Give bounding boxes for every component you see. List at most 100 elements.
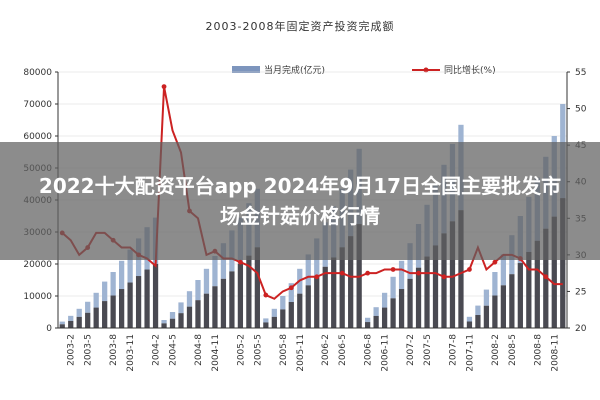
bar-top [407, 243, 413, 279]
bar [407, 278, 413, 328]
bar [161, 323, 167, 328]
x-tick-label: 2008-5 [508, 334, 518, 366]
x-tick-label: 2006-2 [321, 334, 331, 366]
bar [373, 315, 379, 328]
bar [432, 245, 439, 328]
bar [271, 316, 277, 328]
line-point [288, 285, 294, 291]
bar [560, 198, 566, 328]
bar [280, 309, 286, 328]
legend-line-marker [423, 67, 429, 73]
x-tick-label: 2004-11 [211, 334, 221, 372]
x-tick-label: 2005-8 [279, 334, 289, 366]
bar [390, 298, 396, 328]
legend-bar-swatch [232, 66, 260, 73]
bar [424, 256, 430, 328]
bar-top [390, 276, 396, 299]
bar [458, 210, 464, 328]
bar-top [110, 272, 116, 296]
bar [509, 274, 515, 328]
bar [118, 289, 125, 328]
x-tick-label: 2006-8 [364, 334, 374, 366]
line-point [314, 274, 320, 280]
x-tick-label: 2005-11 [296, 334, 306, 372]
right-tick-label: 55 [575, 68, 586, 78]
bar [254, 247, 260, 328]
x-tick-label: 2003-8 [109, 334, 119, 366]
bar [314, 276, 320, 328]
bar-top [288, 283, 294, 303]
bar [441, 233, 447, 328]
bar [415, 267, 422, 328]
legend-line-label: 同比增长(%) [444, 64, 496, 76]
line-point [339, 270, 345, 276]
bar-top [475, 305, 481, 316]
bar-top [195, 280, 201, 301]
left-tick-label: 80000 [23, 68, 52, 78]
x-tick-label: 2004-8 [194, 334, 204, 366]
x-tick-label: 2008-8 [533, 334, 543, 366]
bar [449, 221, 456, 328]
x-tick-label: 2004-2 [152, 334, 162, 366]
x-tick-label: 2007-8 [448, 334, 458, 366]
bar-top [76, 308, 82, 317]
right-tick-label: 25 [575, 287, 586, 297]
x-tick-label: 2007-2 [406, 334, 416, 366]
bar [339, 247, 345, 328]
bar [169, 318, 176, 328]
bar [212, 286, 218, 328]
chart-legend: 当月完成(亿元) 同比增长(%) [232, 64, 496, 76]
bar [331, 257, 337, 328]
bar-top [373, 307, 379, 316]
bar-top [305, 254, 311, 286]
line-point [441, 274, 447, 280]
bar [365, 322, 371, 328]
chart-title: 2003-2008年固定资产投资完成额 [206, 19, 395, 33]
bar [85, 312, 91, 328]
bar [517, 263, 523, 328]
bar [186, 306, 193, 328]
bar-top [186, 291, 193, 307]
bar [246, 255, 252, 328]
bar-top [169, 312, 176, 319]
right-tick-label: 20 [575, 324, 587, 334]
promo-overlay-banner[interactable]: 2022十大配资平台app 2024年9月17日全国主要批发市场金针菇价格行情 [0, 142, 600, 260]
legend-bar-label: 当月完成(亿元) [264, 64, 325, 76]
bar [492, 295, 498, 328]
left-tick-label: 60000 [23, 132, 52, 142]
line-point [161, 84, 167, 90]
line-point [263, 292, 269, 298]
bar-top [102, 281, 108, 302]
left-tick-label: 70000 [23, 100, 52, 110]
x-tick-label: 2005-5 [253, 334, 263, 366]
bar [229, 271, 235, 328]
x-tick-label: 2006-5 [338, 334, 348, 366]
x-tick-label: 2003-11 [126, 334, 136, 372]
line-point [237, 259, 243, 265]
bar-top [161, 320, 167, 324]
bar-top [68, 315, 74, 321]
left-tick-label: 0 [46, 324, 52, 334]
x-tick-label: 2007-5 [423, 334, 433, 366]
bar [500, 285, 507, 328]
x-tick-label: 2008-11 [550, 334, 560, 372]
bar-top [85, 301, 91, 313]
x-tick-label: 2003-2 [67, 334, 77, 366]
bar [203, 293, 210, 328]
bar [263, 322, 269, 328]
bar [348, 236, 354, 328]
bar [195, 300, 201, 328]
bar [551, 216, 557, 328]
left-tick-label: 20000 [23, 260, 52, 270]
bar [526, 251, 532, 328]
x-tick-label: 2008-2 [491, 334, 501, 366]
bar [178, 313, 184, 328]
x-tick-label: 2003-5 [84, 334, 94, 366]
bar [475, 315, 481, 328]
overlay-headline[interactable]: 2022十大配资平台app 2024年9月17日全国主要批发市场金针菇价格行情 [38, 174, 562, 228]
bar-top [466, 316, 473, 322]
left-tick-label: 10000 [23, 292, 52, 302]
right-tick-label: 50 [575, 105, 587, 115]
bar [466, 321, 473, 328]
bar [135, 276, 142, 328]
